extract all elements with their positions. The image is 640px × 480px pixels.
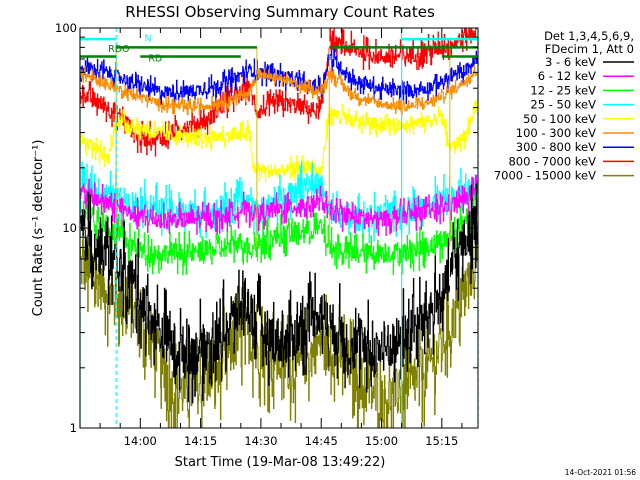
series-line	[80, 174, 478, 236]
y-tick-label: 100	[55, 21, 77, 35]
series-line	[80, 188, 478, 276]
legend-label: 800 - 7000 keV	[508, 154, 596, 168]
x-tick-label: 14:15	[184, 434, 217, 448]
legend-label: 300 - 800 keV	[516, 140, 596, 154]
legend-label: 50 - 100 keV	[523, 112, 596, 126]
chart-title: RHESSI Observing Summary Count Rates	[125, 3, 435, 21]
x-tick-label: 14:00	[124, 434, 157, 448]
x-tick-label: 15:15	[425, 434, 458, 448]
x-tick-label: 14:45	[305, 434, 338, 448]
x-tick-label: 15:00	[365, 434, 398, 448]
flag-label: RD	[148, 53, 162, 64]
legend-label: 25 - 50 keV	[530, 98, 596, 112]
series-line	[80, 48, 478, 105]
series-line	[80, 183, 478, 404]
flag-label: RDO	[108, 44, 129, 55]
legend-header-line-2: FDecim 1, Att 0	[545, 42, 634, 56]
axis-ticks: 1 10 100 14:00 14:15 14:30 14:45 15:00 15:15	[55, 21, 479, 448]
legend-label: 100 - 300 keV	[516, 126, 596, 140]
legend-label: 7000 - 15000 keV	[494, 169, 596, 183]
legend-label: 6 - 12 keV	[538, 69, 596, 83]
plot-area: RDO RD N	[79, 28, 479, 428]
legend-label: 3 - 6 keV	[545, 55, 596, 69]
footer-timestamp: 14-Oct-2021 01:56	[565, 468, 636, 477]
y-tick-label: 1	[70, 421, 77, 435]
flag-label: N	[144, 34, 151, 45]
y-axis-title: Count Rate (s⁻¹ detector⁻¹)	[31, 140, 46, 317]
x-axis-title: Start Time (19-Mar-08 13:49:22)	[175, 455, 386, 470]
legend-header-line-1: Det 1,3,4,5,6,9,	[544, 29, 634, 43]
series-line	[80, 92, 478, 182]
x-tick-label: 14:30	[244, 434, 277, 448]
legend-label: 12 - 25 keV	[530, 83, 596, 97]
y-tick-label: 10	[62, 221, 77, 235]
series-line	[80, 65, 478, 116]
